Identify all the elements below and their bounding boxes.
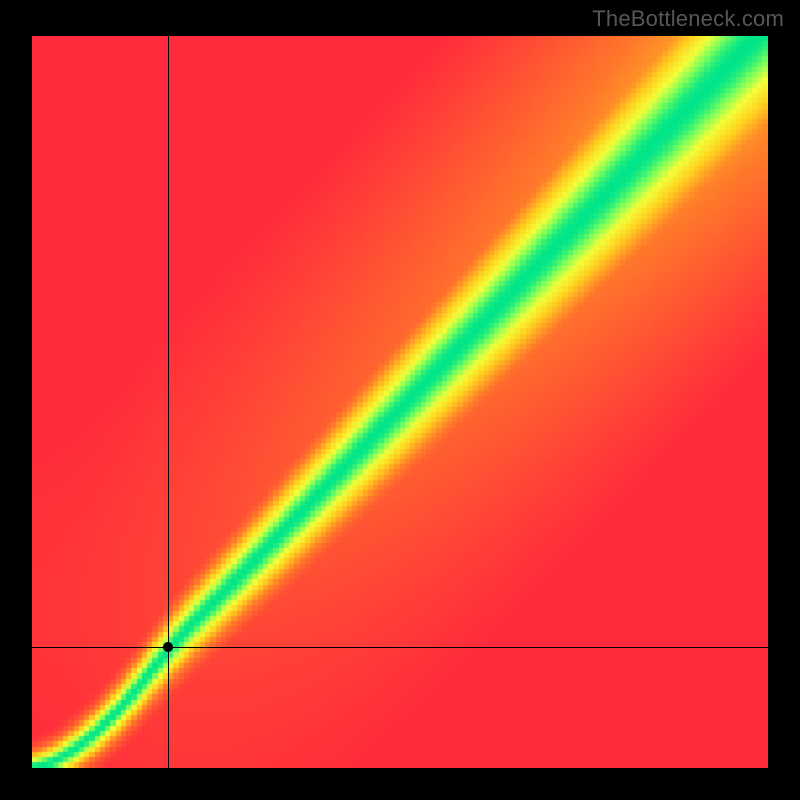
crosshair-horizontal	[32, 647, 768, 648]
plot-area	[32, 36, 768, 768]
attribution-label: TheBottleneck.com	[592, 6, 784, 32]
crosshair-marker	[163, 642, 173, 652]
crosshair-vertical	[168, 36, 169, 768]
heatmap-canvas	[32, 36, 768, 768]
chart-container: TheBottleneck.com	[0, 0, 800, 800]
